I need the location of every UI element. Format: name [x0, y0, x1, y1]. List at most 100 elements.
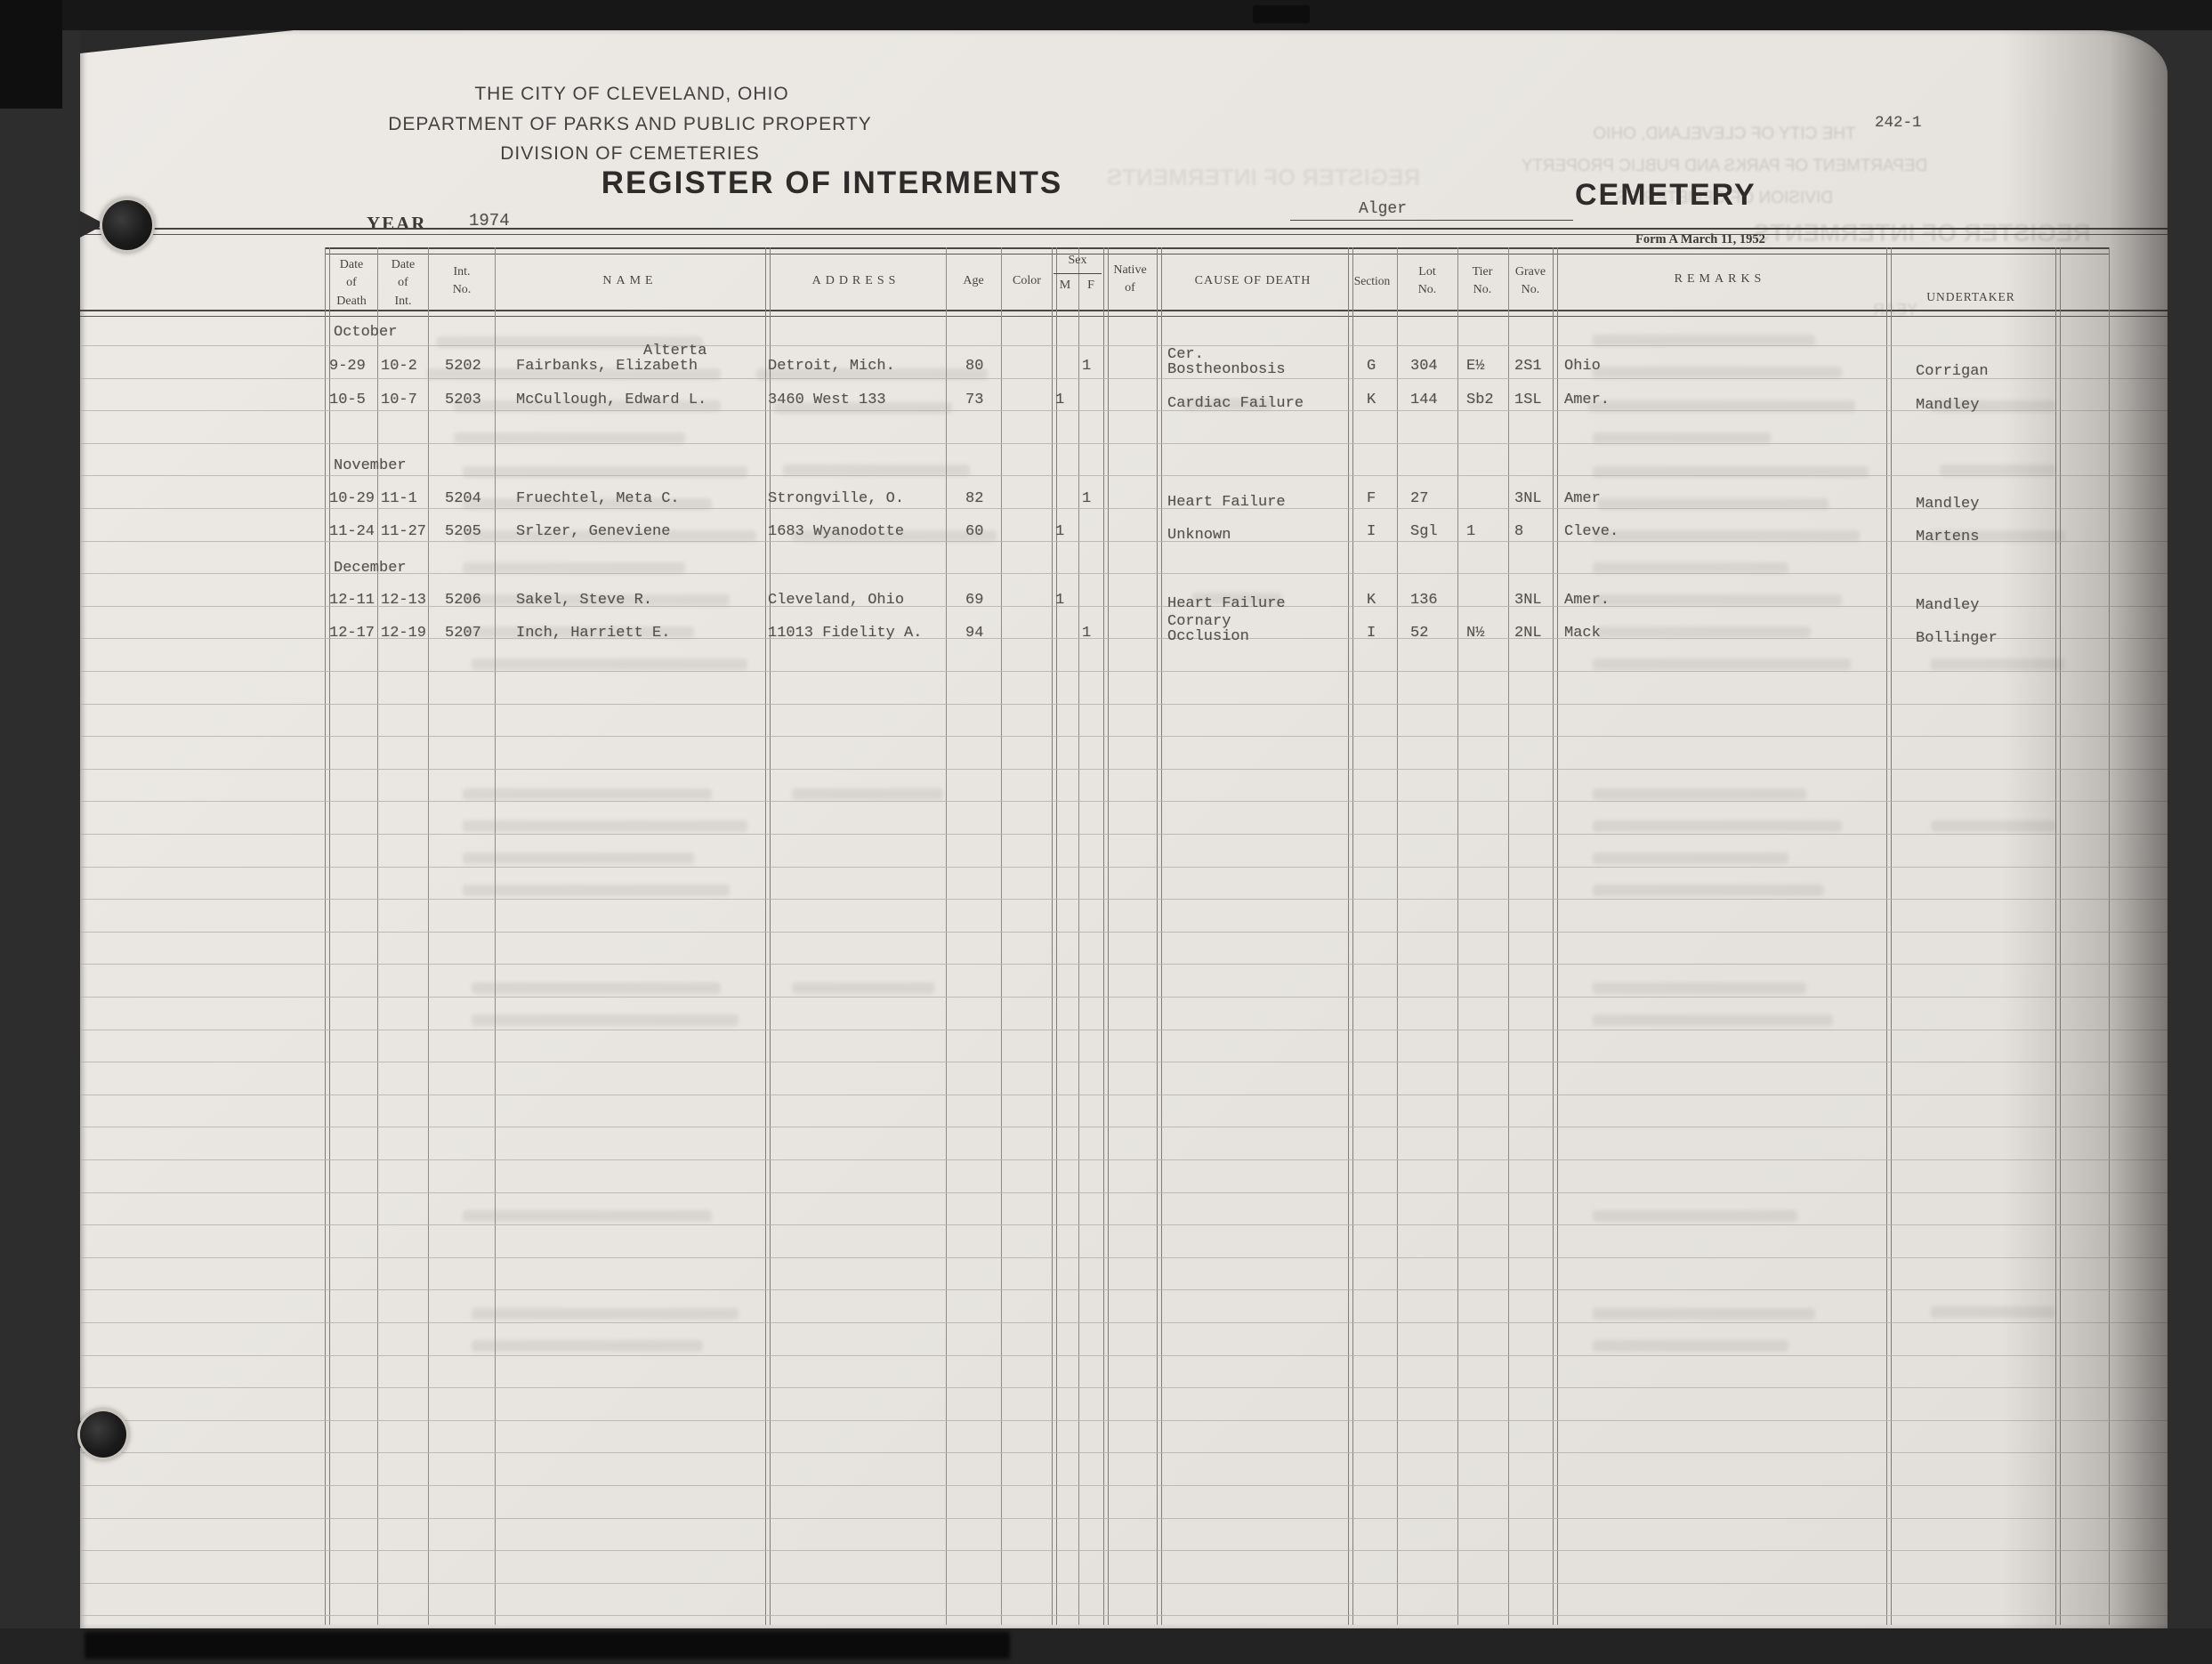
bleedthrough-title-2: REGISTER OF INTERMENTS: [1106, 164, 1421, 190]
cell-age: 94: [965, 625, 984, 642]
bleedthrough-smudge: [463, 626, 694, 638]
bleedthrough-smudge: [1593, 820, 1842, 832]
table-column-line: [1397, 247, 1398, 1625]
bleedthrough-smudge: [463, 1210, 712, 1222]
month-label: November: [334, 457, 407, 474]
org-line3: DIVISION OF CEMETERIES: [500, 143, 760, 164]
cell-undertaker: Bollinger: [1916, 630, 1998, 647]
cell-address: 1683 Wyanodotte: [768, 523, 905, 540]
bleedthrough-org-line2: DEPARTMENT OF PARKS AND PUBLIC PROPERTY: [1521, 157, 1928, 175]
page-corner-tear: [80, 30, 294, 53]
sex-underline: [1054, 273, 1102, 274]
cell-lot-no: 144: [1410, 392, 1438, 408]
cell-cause-of-death: Occlusion: [1167, 628, 1249, 645]
table-header-bottom-rule: [80, 310, 2168, 317]
bleedthrough-smudge: [1593, 1014, 1833, 1026]
bleedthrough-smudge: [1588, 400, 1855, 412]
bleedthrough-smudge: [792, 788, 943, 800]
month-label: October: [334, 324, 398, 341]
ledger-rule-line: [80, 1420, 2168, 1421]
cell-undertaker: Mandley: [1916, 496, 1980, 513]
cell-address: Cleveland, Ohio: [768, 592, 905, 609]
cell-sex-mark: 1: [1082, 358, 1092, 375]
bleedthrough-smudge: [436, 336, 703, 348]
bleedthrough-smudge: [1593, 530, 1860, 542]
ledger-rule-line: [80, 541, 2168, 542]
bleedthrough-smudge: [1593, 852, 1788, 864]
table-column-line: [495, 247, 496, 1625]
ledger-rule-line: [80, 1355, 2168, 1356]
ledger-rule-line: [80, 508, 2168, 509]
org-line2: DEPARTMENT OF PARKS AND PUBLIC PROPERTY: [388, 114, 872, 134]
bleedthrough-smudge: [463, 562, 685, 574]
cell-age: 80: [965, 358, 984, 375]
ledger-rule-line: [80, 867, 2168, 868]
cell-cause-of-death: Bostheonbosis: [1167, 361, 1286, 378]
cell-date-of-death: 9-29: [329, 358, 366, 375]
cell-grave-no: 3NL: [1514, 592, 1542, 609]
table-column-line: [1886, 247, 1892, 1625]
cell-date-of-death: 11-24: [329, 523, 375, 540]
bleedthrough-smudge: [472, 1308, 739, 1320]
table-column-line: [1001, 247, 1002, 1625]
page-right-shadow: [2002, 30, 2168, 1628]
cell-date-of-int: 12-19: [381, 625, 427, 642]
cell-cause-of-death: Unknown: [1167, 527, 1231, 544]
cell-undertaker: Martens: [1916, 529, 1980, 545]
cell-sex-mark: 1: [1082, 625, 1092, 642]
cell-int-no: 5206: [445, 592, 481, 609]
ledger-rule-line: [80, 475, 2168, 476]
ledger-rule-line: [80, 1485, 2168, 1486]
ledger-rule-line: [80, 1518, 2168, 1519]
cell-int-no: 5202: [445, 358, 481, 375]
ledger-rule-line: [80, 638, 2168, 639]
col-section: Section: [1353, 274, 1391, 287]
bleedthrough-smudge: [472, 982, 721, 994]
page-title: REGISTER OF INTERMENTS: [601, 166, 1063, 200]
cell-section: G: [1367, 358, 1376, 375]
cell-date-of-int: 10-7: [381, 392, 417, 408]
col-age: Age: [963, 274, 984, 287]
cell-name: Fruechtel, Meta C.: [516, 490, 680, 507]
table-column-line: [1103, 247, 1109, 1625]
cell-lot-no: 304: [1410, 358, 1438, 375]
cell-address: 3460 West 133: [768, 392, 886, 408]
ledger-rule-line: [80, 1159, 2168, 1160]
cell-name: Sakel, Steve R.: [516, 592, 653, 609]
cell-remarks: Amer: [1564, 490, 1601, 507]
cell-cause-of-death: Heart Failure: [1167, 494, 1286, 511]
cell-grave-no: 2S1: [1514, 358, 1542, 375]
cemetery-name-value: Alger: [1359, 200, 1408, 218]
scan-background-corner: [0, 0, 62, 109]
bleedthrough-smudge: [792, 982, 934, 994]
year-value: 1974: [469, 211, 510, 230]
bleedthrough-smudge: [463, 466, 747, 478]
bleedthrough-smudge: [1183, 399, 1272, 410]
page-number: 242-1: [1875, 114, 1922, 132]
table-column-line: [1348, 247, 1353, 1625]
table-column-line: [1052, 247, 1057, 1625]
cell-date-of-death: 12-11: [329, 592, 375, 609]
cell-age: 69: [965, 592, 984, 609]
table-top-rule: [325, 247, 2109, 254]
ledger-rule-line: [80, 899, 2168, 900]
bleedthrough-smudge: [1593, 1210, 1797, 1222]
table-column-line: [428, 247, 429, 1625]
cell-int-no: 5207: [445, 625, 481, 642]
bleedthrough-smudge: [1597, 498, 1829, 510]
cell-cause-of-death: Heart Failure: [1167, 595, 1286, 612]
ledger-rule-line: [80, 1550, 2168, 1551]
ledger-rule-line: [80, 378, 2168, 379]
bleedthrough-smudge: [1593, 594, 1842, 606]
cell-remarks: Mack: [1564, 625, 1601, 642]
cemetery-name-line: [1290, 220, 1573, 221]
cell-tier-no: Sb2: [1466, 392, 1494, 408]
ledger-rule-line: [80, 671, 2168, 672]
cell-date-of-death: 10-29: [329, 490, 375, 507]
cell-age: 73: [965, 392, 984, 408]
cell-grave-no: 1SL: [1514, 392, 1542, 408]
cell-remarks: Cleve.: [1564, 523, 1619, 540]
cell-age: 82: [965, 490, 984, 507]
cell-address: 11013 Fidelity A.: [768, 625, 923, 642]
cell-sex-mark: 1: [1055, 523, 1065, 540]
